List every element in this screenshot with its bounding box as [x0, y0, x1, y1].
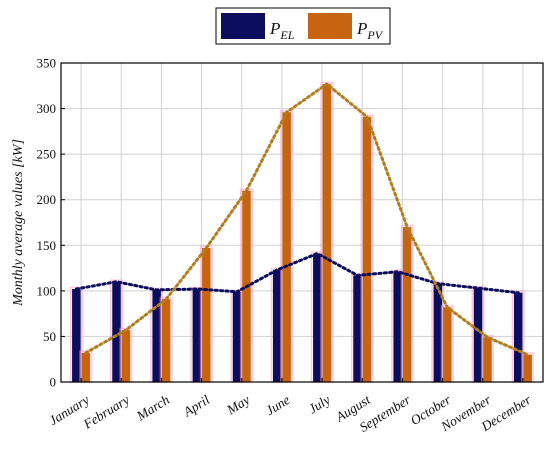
trend-line-pv: [84, 82, 530, 357]
bar-pv-february: [121, 330, 131, 382]
bar-pv-july: [322, 83, 332, 382]
bar-el-september: [393, 271, 402, 382]
legend-label-pv: PPV: [356, 19, 384, 42]
x-tick-label: February: [80, 392, 132, 432]
bars-layer: [69, 81, 535, 383]
bar-el-may: [232, 291, 242, 382]
trend-lines-layer: [74, 82, 530, 357]
y-tick-label: 300: [37, 101, 57, 116]
legend-swatch-pv: [308, 13, 352, 39]
bar-pv-november: [483, 337, 492, 382]
bar-el-february: [112, 281, 121, 382]
y-tick-label: 100: [37, 283, 57, 298]
bar-pv-june: [282, 112, 291, 383]
bar-el-january: [72, 289, 81, 382]
legend: PEL PPV: [215, 7, 391, 45]
trend-line-el: [74, 252, 520, 295]
y-tick-label: 350: [37, 56, 57, 71]
bar-el-november: [473, 288, 483, 382]
bar-el-april: [192, 289, 202, 382]
bar-pv-december: [523, 354, 532, 382]
x-tick-label: July: [306, 392, 333, 417]
y-tick-label: 200: [37, 192, 57, 207]
y-axis-ticks: 0 50 100 150 200 250 300 350: [37, 56, 65, 390]
bar-pv-august: [362, 116, 372, 382]
bar-el-december: [513, 292, 523, 382]
bar-pv-march: [161, 299, 171, 382]
bar-pv-january: [81, 352, 91, 382]
y-tick-label: 150: [37, 238, 57, 253]
grid-layer: [61, 62, 543, 383]
bar-el-october: [433, 283, 443, 382]
y-tick-label: 50: [43, 329, 56, 344]
plot-area-frame: [60, 62, 544, 383]
bar-el-july: [313, 253, 322, 382]
y-tick-label: 0: [50, 375, 57, 390]
bar-el-august: [353, 275, 362, 382]
y-tick-label: 250: [37, 147, 57, 162]
bar-el-june: [272, 269, 282, 382]
x-tick-label: May: [223, 392, 252, 418]
legend-swatch-el: [221, 13, 265, 39]
x-tick-label: April: [180, 392, 213, 420]
legend-label-el: PEL: [269, 19, 295, 42]
x-tick-label: March: [133, 392, 172, 424]
bar-pv-september: [402, 227, 412, 382]
x-tick-label: June: [263, 392, 293, 418]
bar-el-march: [152, 289, 161, 382]
y-axis-title: Monthly average values [kW]: [11, 139, 26, 307]
bar-pv-october: [443, 307, 452, 382]
bar-pv-april: [202, 248, 211, 382]
